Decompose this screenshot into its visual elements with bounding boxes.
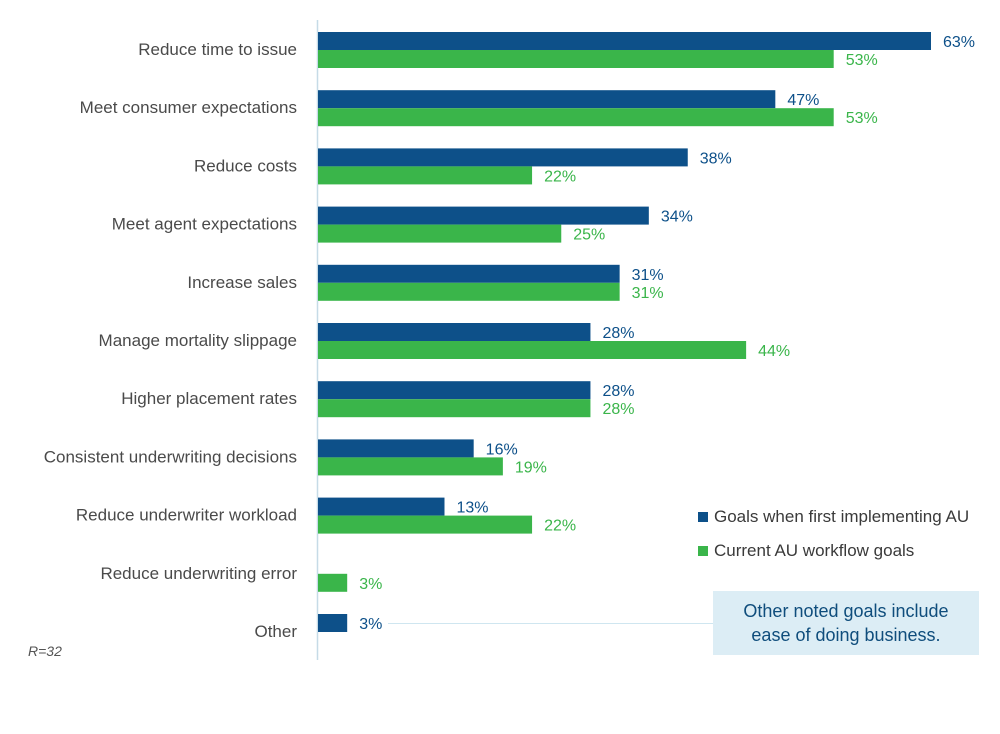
bar-first-implementing-meet-agent-expectations [318,206,649,225]
bar-first-implementing-manage-mortality-slippage [318,323,591,341]
value-label-first-implementing-other: 3% [359,616,382,633]
value-label-first-implementing-reduce-time-to-issue: 63% [943,34,975,51]
bar-current-reduce-underwriter-workload [318,515,533,534]
callout-line-2: ease of doing business. [751,625,941,645]
legend-swatch-green [698,546,708,556]
bar-first-implementing-reduce-underwriter-workload [318,497,445,516]
category-label-meet-agent-expectations: Meet agent expectations [112,215,297,234]
bar-first-implementing-reduce-costs [318,148,688,167]
callout-connector [388,623,714,624]
callout-box: Other noted goals include ease of doing … [713,591,979,655]
bar-current-consistent-underwriting-decisions [318,457,503,476]
value-label-first-implementing-consistent-underwriting-decisions: 16% [486,441,518,458]
value-label-current-reduce-underwriting-error: 3% [359,576,382,593]
value-label-first-implementing-reduce-costs: 38% [700,150,732,167]
value-label-current-consistent-underwriting-decisions: 19% [515,459,547,476]
value-label-first-implementing-reduce-underwriter-workload: 13% [456,500,488,517]
bar-current-reduce-underwriting-error [318,573,348,592]
bar-first-implementing-meet-consumer-expectations [318,90,776,109]
callout-line-1: Other noted goals include [743,601,949,621]
category-label-meet-consumer-expectations: Meet consumer expectations [80,98,297,117]
value-label-current-reduce-costs: 22% [544,168,576,185]
value-label-first-implementing-manage-mortality-slippage: 28% [602,325,634,342]
sample-size-note: R=32 [28,643,62,659]
bar-first-implementing-other [318,614,348,632]
category-labels: Reduce time to issue Meet consumer expect… [44,40,298,641]
bar-current-reduce-time-to-issue [318,50,834,68]
value-label-first-implementing-higher-placement-rates: 28% [602,383,634,400]
category-label-reduce-underwriter-workload: Reduce underwriter workload [76,506,297,525]
category-label-consistent-underwriting-decisions: Consistent underwriting decisions [44,447,297,466]
value-label-current-higher-placement-rates: 28% [602,401,634,418]
value-label-current-increase-sales: 31% [632,285,664,302]
bars [318,32,931,632]
bar-first-implementing-consistent-underwriting-decisions [318,439,474,458]
bar-current-manage-mortality-slippage [318,341,747,359]
category-label-reduce-time-to-issue: Reduce time to issue [138,40,297,59]
bar-current-higher-placement-rates [318,399,591,418]
value-label-first-implementing-meet-consumer-expectations: 47% [787,92,819,109]
category-label-manage-mortality-slippage: Manage mortality slippage [99,331,297,350]
legend-label-current: Current AU workflow goals [714,541,915,560]
category-label-higher-placement-rates: Higher placement rates [121,389,297,408]
value-label-current-reduce-time-to-issue: 53% [846,52,878,69]
bar-current-meet-consumer-expectations [318,108,834,127]
bar-current-reduce-costs [318,166,533,185]
category-label-reduce-underwriting-error: Reduce underwriting error [100,564,297,583]
category-label-reduce-costs: Reduce costs [194,156,297,175]
value-labels: 63%53%47%53%38%22%34%25%31%31%28%44%28%2… [359,34,975,633]
legend-item-current: Current AU workflow goals [698,534,969,568]
bar-first-implementing-reduce-time-to-issue [318,32,931,50]
value-label-current-reduce-underwriter-workload: 22% [544,518,576,535]
legend-item-first-implementing: Goals when first implementing AU [698,500,969,534]
legend-label-first-implementing: Goals when first implementing AU [714,507,970,526]
category-label-increase-sales: Increase sales [187,273,297,292]
bar-current-increase-sales [318,282,620,301]
legend-swatch-blue [698,512,708,522]
category-label-other: Other [254,622,297,641]
bar-first-implementing-increase-sales [318,264,620,283]
bar-current-meet-agent-expectations [318,224,562,243]
value-label-first-implementing-meet-agent-expectations: 34% [661,209,693,226]
bar-first-implementing-higher-placement-rates [318,381,591,400]
legend: Goals when first implementing AU Current… [698,500,969,568]
value-label-current-meet-agent-expectations: 25% [573,227,605,244]
value-label-first-implementing-increase-sales: 31% [632,267,664,284]
value-label-current-manage-mortality-slippage: 44% [758,343,790,360]
value-label-current-meet-consumer-expectations: 53% [846,110,878,127]
